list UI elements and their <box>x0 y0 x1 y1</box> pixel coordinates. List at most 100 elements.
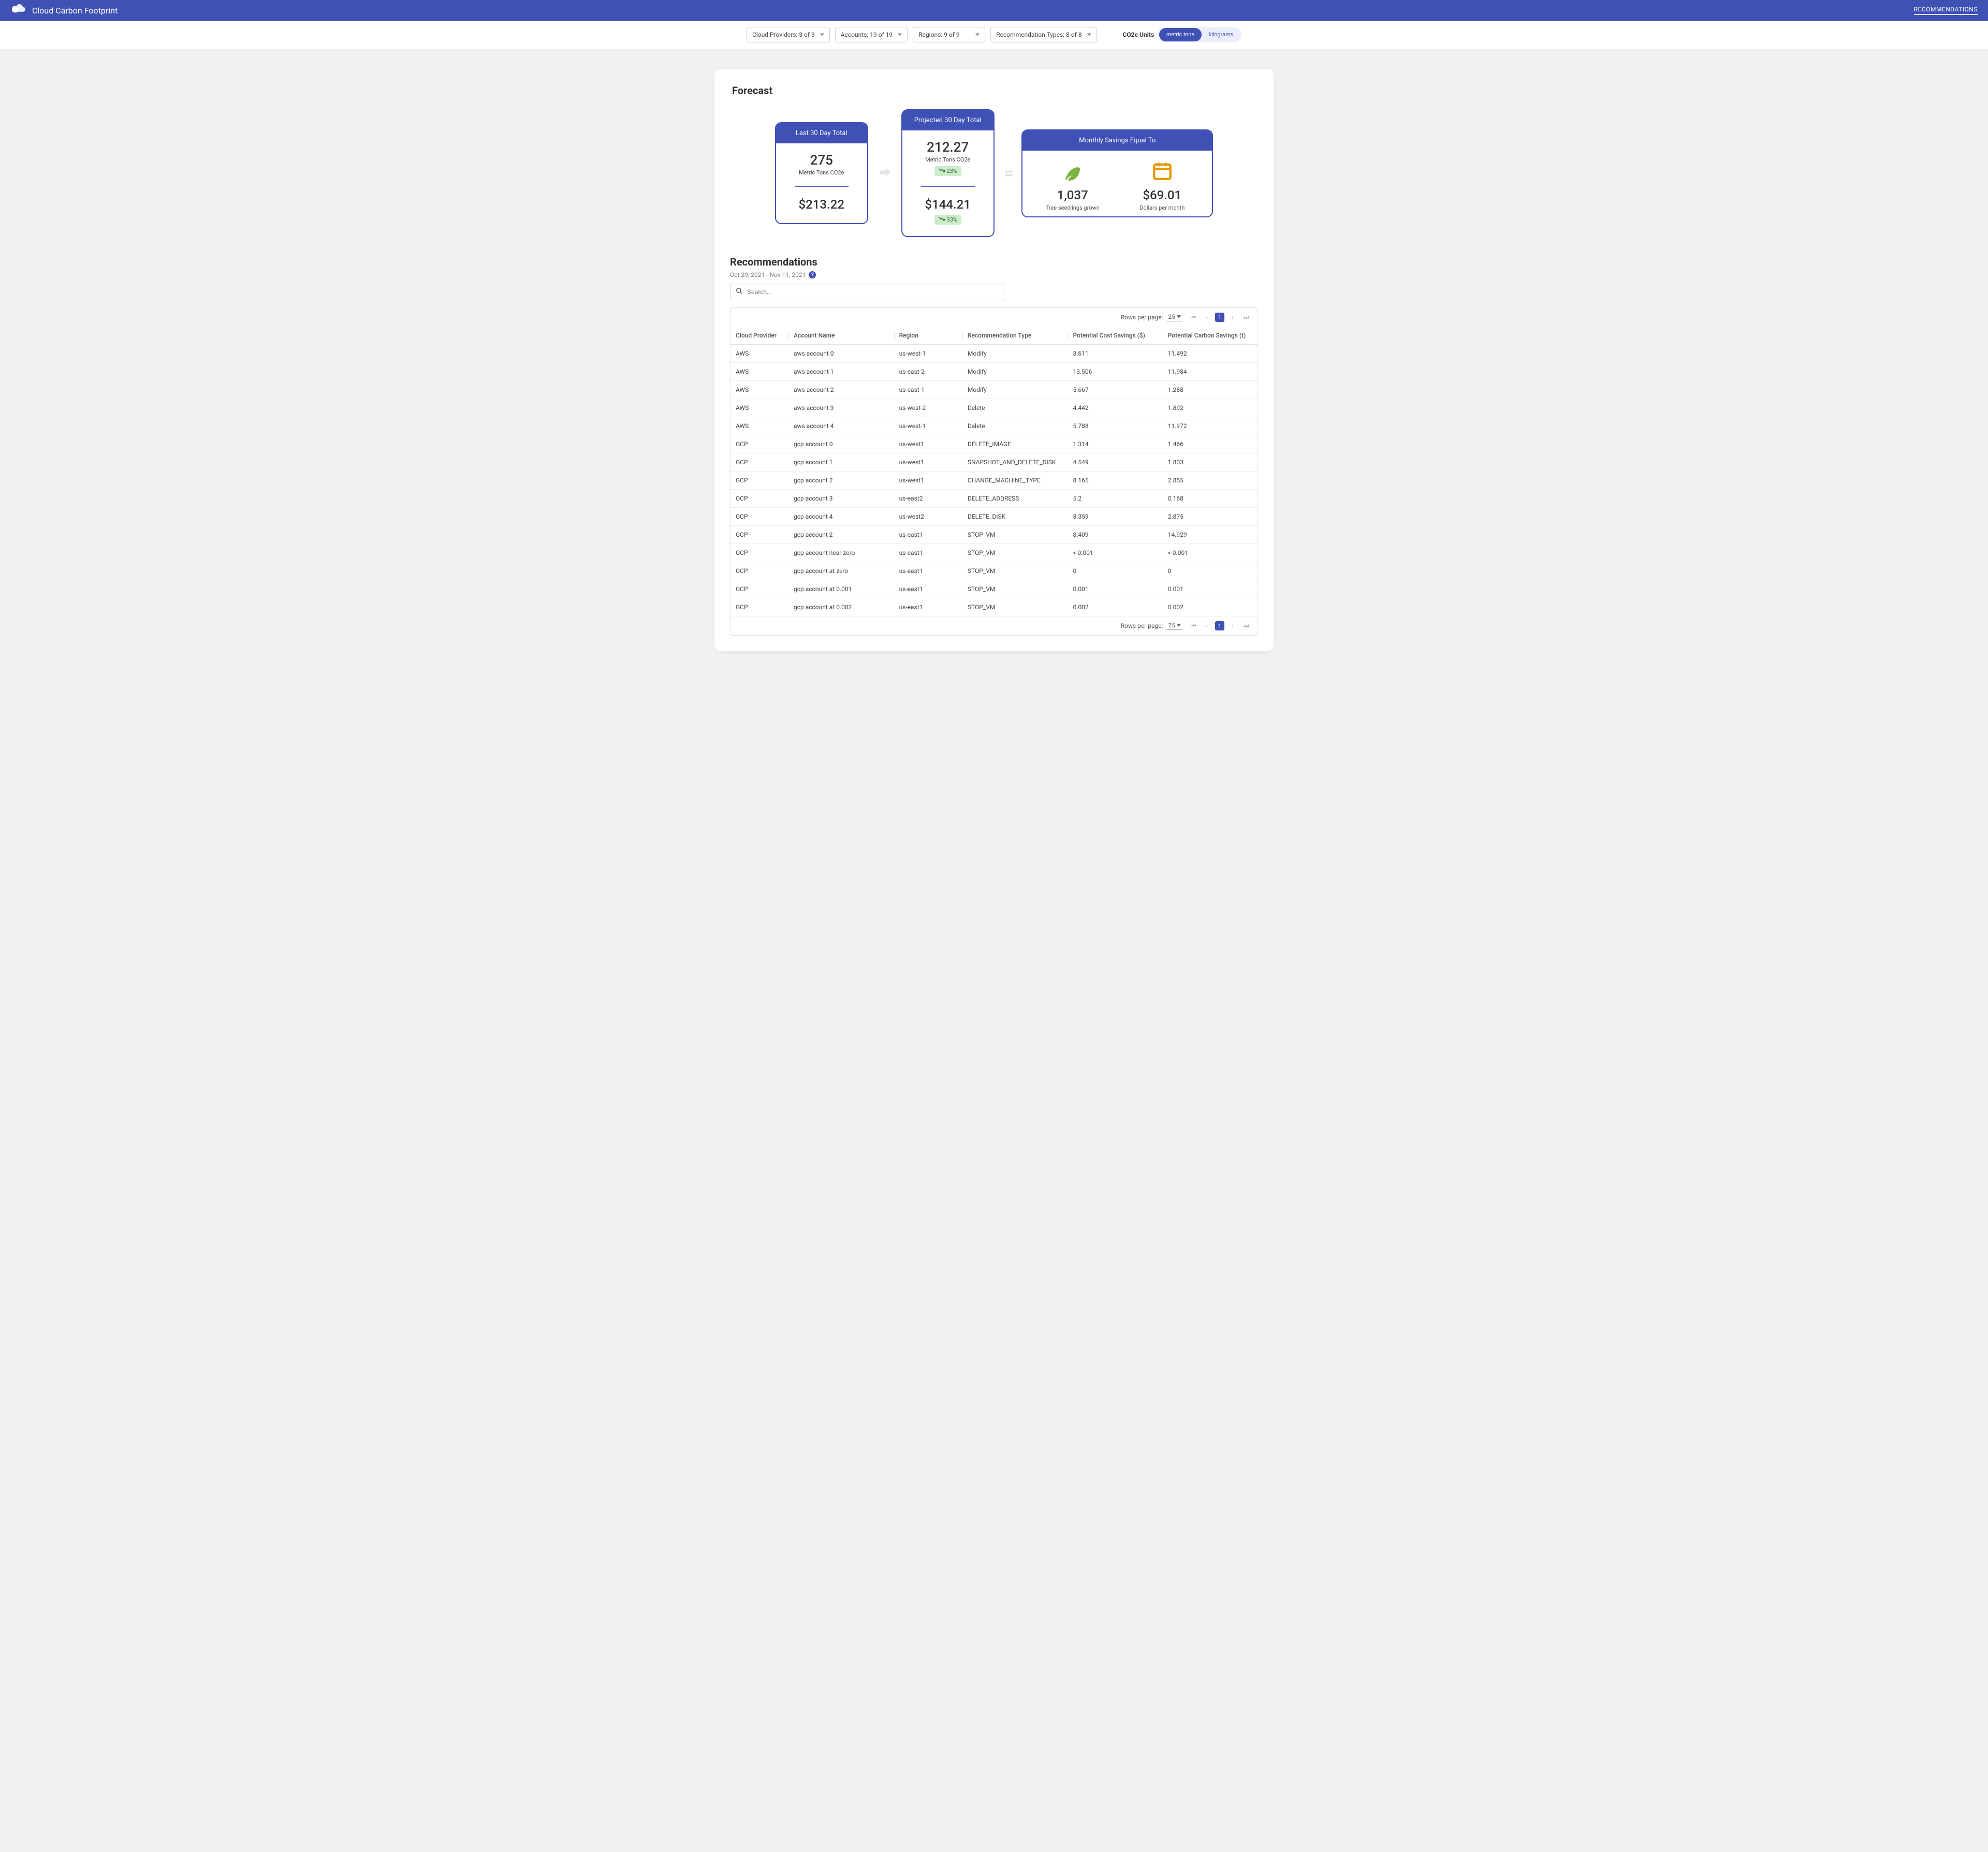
prev-page-button[interactable]: ‹ <box>1202 312 1212 322</box>
table-cell: GCP <box>730 508 788 526</box>
table-header[interactable]: Potential Carbon Savings (t) <box>1163 327 1258 345</box>
table-cell: Modify <box>962 381 1068 399</box>
unit-metric-tons-button[interactable]: metric tons <box>1159 28 1202 41</box>
table-cell: aws account 1 <box>788 363 894 381</box>
table-header[interactable]: Recommendation Type <box>962 327 1068 345</box>
carbon-reduction-badge: 23% <box>934 166 961 176</box>
table-row[interactable]: GCPgcp account 2us-west1CHANGE_MACHINE_T… <box>730 472 1258 490</box>
table-row[interactable]: AWSaws account 0us-west-1Modify3.61111.4… <box>730 345 1258 363</box>
table-row[interactable]: GCPgcp account 2us-east1STOP_VM8.40914.9… <box>730 526 1258 544</box>
page-number[interactable]: 1 <box>1215 313 1224 322</box>
table-cell: 11.492 <box>1163 345 1258 363</box>
projected-30-cost: $144.21 <box>916 197 980 212</box>
rows-per-page-select[interactable]: 25 <box>1166 622 1182 630</box>
first-page-button[interactable]: ⏮ <box>1188 621 1198 631</box>
table-row[interactable]: GCPgcp account 3us-east2DELETE_ADDRESS5.… <box>730 490 1258 508</box>
carbon-reduction-value: 23% <box>947 168 957 174</box>
table-row[interactable]: AWSaws account 1us-east-2Modify13.50611.… <box>730 363 1258 381</box>
table-row[interactable]: GCPgcp account 4us-west2DELETE_DISK8.359… <box>730 508 1258 526</box>
table-cell: STOP_VM <box>962 526 1068 544</box>
regions-select[interactable]: Regions: 9 of 9 <box>913 27 985 42</box>
table-header[interactable]: Potential Cost Savings ($) <box>1068 327 1162 345</box>
rows-per-page-label: Rows per page: <box>1121 622 1163 629</box>
table-row[interactable]: GCPgcp account at zerous-east1STOP_VM00 <box>730 562 1258 580</box>
table-cell: 0.168 <box>1163 490 1258 508</box>
table-cell: gcp account 4 <box>788 508 894 526</box>
table-cell: gcp account at zero <box>788 562 894 580</box>
table-header[interactable]: Region <box>894 327 962 345</box>
top-pager: Rows per page: 25 ⏮ ‹ 1 › ⏭ <box>730 308 1258 327</box>
trend-down-icon <box>939 216 945 223</box>
table-row[interactable]: GCPgcp account at 0.002us-east1STOP_VM0.… <box>730 598 1258 616</box>
table-cell: GCP <box>730 435 788 453</box>
next-page-button[interactable]: › <box>1227 312 1238 322</box>
table-cell: AWS <box>730 399 788 417</box>
table-cell: us-east1 <box>894 598 962 616</box>
last-page-button[interactable]: ⏭ <box>1241 312 1251 322</box>
table-cell: 8.165 <box>1068 472 1162 490</box>
units-toggle-group: CO2e Units metric tons kilograms <box>1123 27 1241 42</box>
table-cell: gcp account 3 <box>788 490 894 508</box>
table-cell: < 0.001 <box>1068 544 1162 562</box>
table-cell: 0 <box>1163 562 1258 580</box>
recommendations-table-card: Rows per page: 25 ⏮ ‹ 1 › ⏭ Cloud Provid… <box>730 307 1258 636</box>
rows-per-page-select[interactable]: 25 <box>1166 313 1182 321</box>
table-cell: CHANGE_MACHINE_TYPE <box>962 472 1068 490</box>
table-cell: 0 <box>1068 562 1162 580</box>
table-cell: 1.803 <box>1163 453 1258 472</box>
next-page-button[interactable]: › <box>1227 621 1238 631</box>
cloud-providers-select[interactable]: Cloud Providers: 3 of 3 <box>747 27 830 42</box>
table-cell: 0.002 <box>1163 598 1258 616</box>
filterbar: Cloud Providers: 3 of 3 Accounts: 19 of … <box>0 21 1988 49</box>
equals-icon: = <box>1004 163 1013 184</box>
table-cell: 13.506 <box>1068 363 1162 381</box>
table-cell: 8.359 <box>1068 508 1162 526</box>
table-row[interactable]: GCPgcp account at 0.001us-east1STOP_VM0.… <box>730 580 1258 598</box>
table-row[interactable]: AWSaws account 3us-west-2Delete4.4421.89… <box>730 399 1258 417</box>
last-page-button[interactable]: ⏭ <box>1241 621 1251 631</box>
help-icon[interactable]: ? <box>809 271 816 278</box>
prev-page-button[interactable]: ‹ <box>1202 621 1212 631</box>
table-row[interactable]: AWSaws account 2us-east-1Modify5.6671.28… <box>730 381 1258 399</box>
cost-reduction-value: 33% <box>947 216 957 223</box>
recommendation-types-select[interactable]: Recommendation Types: 8 of 8 <box>990 27 1097 42</box>
table-cell: gcp account at 0.002 <box>788 598 894 616</box>
table-cell: 1.466 <box>1163 435 1258 453</box>
arrow-right-icon <box>878 165 892 182</box>
table-cell: 0.002 <box>1068 598 1162 616</box>
table-cell: DELETE_IMAGE <box>962 435 1068 453</box>
table-cell: 5.667 <box>1068 381 1162 399</box>
table-row[interactable]: GCPgcp account near zerous-east1STOP_VM<… <box>730 544 1258 562</box>
table-cell: gcp account 2 <box>788 472 894 490</box>
table-cell: 11.972 <box>1163 417 1258 435</box>
brand: Cloud Carbon Footprint <box>10 4 118 17</box>
page-number[interactable]: 1 <box>1215 621 1224 630</box>
rows-per-page-value: 25 <box>1168 313 1176 320</box>
table-cell: 4.549 <box>1068 453 1162 472</box>
table-cell: GCP <box>730 453 788 472</box>
first-page-button[interactable]: ⏮ <box>1188 312 1198 322</box>
table-cell: 3.611 <box>1068 345 1162 363</box>
app-title: Cloud Carbon Footprint <box>32 6 118 16</box>
search-box[interactable] <box>730 284 1004 300</box>
table-cell: STOP_VM <box>962 580 1068 598</box>
unit-kilograms-button[interactable]: kilograms <box>1202 28 1240 41</box>
table-row[interactable]: AWSaws account 4us-west-1Delete5.78811.9… <box>730 417 1258 435</box>
table-cell: 5.2 <box>1068 490 1162 508</box>
recommendations-nav-link[interactable]: RECOMMENDATIONS <box>1914 6 1978 15</box>
accounts-select[interactable]: Accounts: 19 of 19 <box>835 27 908 42</box>
table-header[interactable]: Cloud Provider <box>730 327 788 345</box>
table-header[interactable]: Account Name <box>788 327 894 345</box>
table-cell: 2.875 <box>1163 508 1258 526</box>
table-cell: us-east1 <box>894 544 962 562</box>
last-30-unit: Metric Tons CO2e <box>790 169 854 176</box>
projected-30-card: Projected 30 Day Total 212.27 Metric Ton… <box>901 109 995 237</box>
forecast-row: Last 30 Day Total 275 Metric Tons CO2e $… <box>714 104 1274 253</box>
table-row[interactable]: GCPgcp account 0us-west1DELETE_IMAGE1.31… <box>730 435 1258 453</box>
search-input[interactable] <box>747 288 999 296</box>
table-cell: GCP <box>730 598 788 616</box>
table-row[interactable]: GCPgcp account 1us-west1SNAPSHOT_AND_DEL… <box>730 453 1258 472</box>
table-cell: Delete <box>962 417 1068 435</box>
table-cell: gcp account 1 <box>788 453 894 472</box>
table-cell: GCP <box>730 562 788 580</box>
